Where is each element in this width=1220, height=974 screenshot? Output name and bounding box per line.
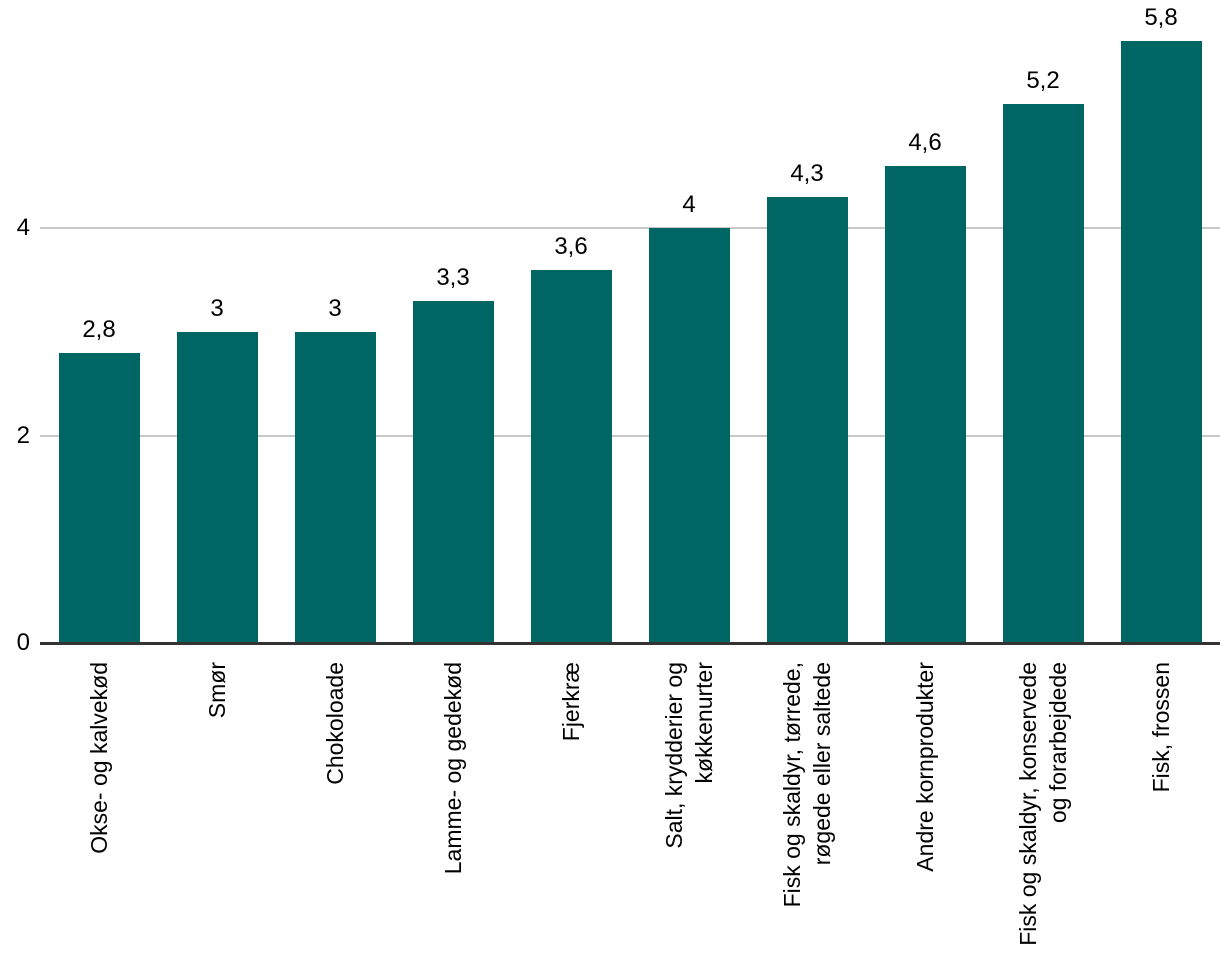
bar-value-label: 3 (328, 294, 342, 322)
x-axis-category-label: Smør (204, 662, 230, 719)
bar-value-label: 3,6 (554, 232, 588, 260)
y-axis-tick-label: 4 (16, 214, 30, 241)
bar (884, 165, 966, 643)
bar (530, 269, 612, 643)
bar (176, 331, 258, 643)
x-axis-category-label: Fjerkræ (558, 662, 584, 742)
bar (648, 228, 730, 643)
y-axis-tick-label: 2 (16, 421, 30, 449)
bar-value-label: 5,2 (1026, 66, 1060, 94)
bar (766, 196, 848, 643)
bar-value-label: 3 (210, 294, 224, 322)
x-axis-category-label: Chokoloade (322, 662, 348, 785)
bar (294, 331, 376, 643)
x-axis-category-label: Fisk og skaldyr, konservede og forarbejd… (1015, 662, 1071, 946)
x-axis-category-label: Andre kornprodukter (912, 662, 938, 872)
bar-value-label: 4 (682, 191, 696, 218)
bar-value-label: 2,8 (82, 315, 116, 343)
bar (1120, 41, 1202, 643)
bar-value-label: 5,8 (1144, 4, 1178, 32)
bar (412, 300, 494, 643)
bar-value-label: 4,6 (908, 128, 942, 156)
x-axis-category-label: Okse- og kalvekød (86, 662, 112, 854)
y-axis-tick-label: 0 (16, 629, 30, 656)
x-axis-category-label: Fisk, frossen (1148, 662, 1174, 793)
bar (1002, 103, 1084, 643)
bar-value-label: 4,3 (790, 159, 824, 187)
gridline (40, 227, 1220, 229)
bar-value-label: 3,3 (436, 263, 470, 291)
x-axis-line (40, 642, 1220, 645)
gridline (40, 434, 1220, 437)
bar (58, 352, 140, 643)
x-axis-category-label: Salt, krydderier og køkkenurter (661, 662, 717, 849)
x-axis-category-label: Lamme- og gedekød (440, 662, 466, 875)
x-axis-category-label: Fisk og skaldyr, tørrede, røgede eller s… (779, 662, 835, 908)
